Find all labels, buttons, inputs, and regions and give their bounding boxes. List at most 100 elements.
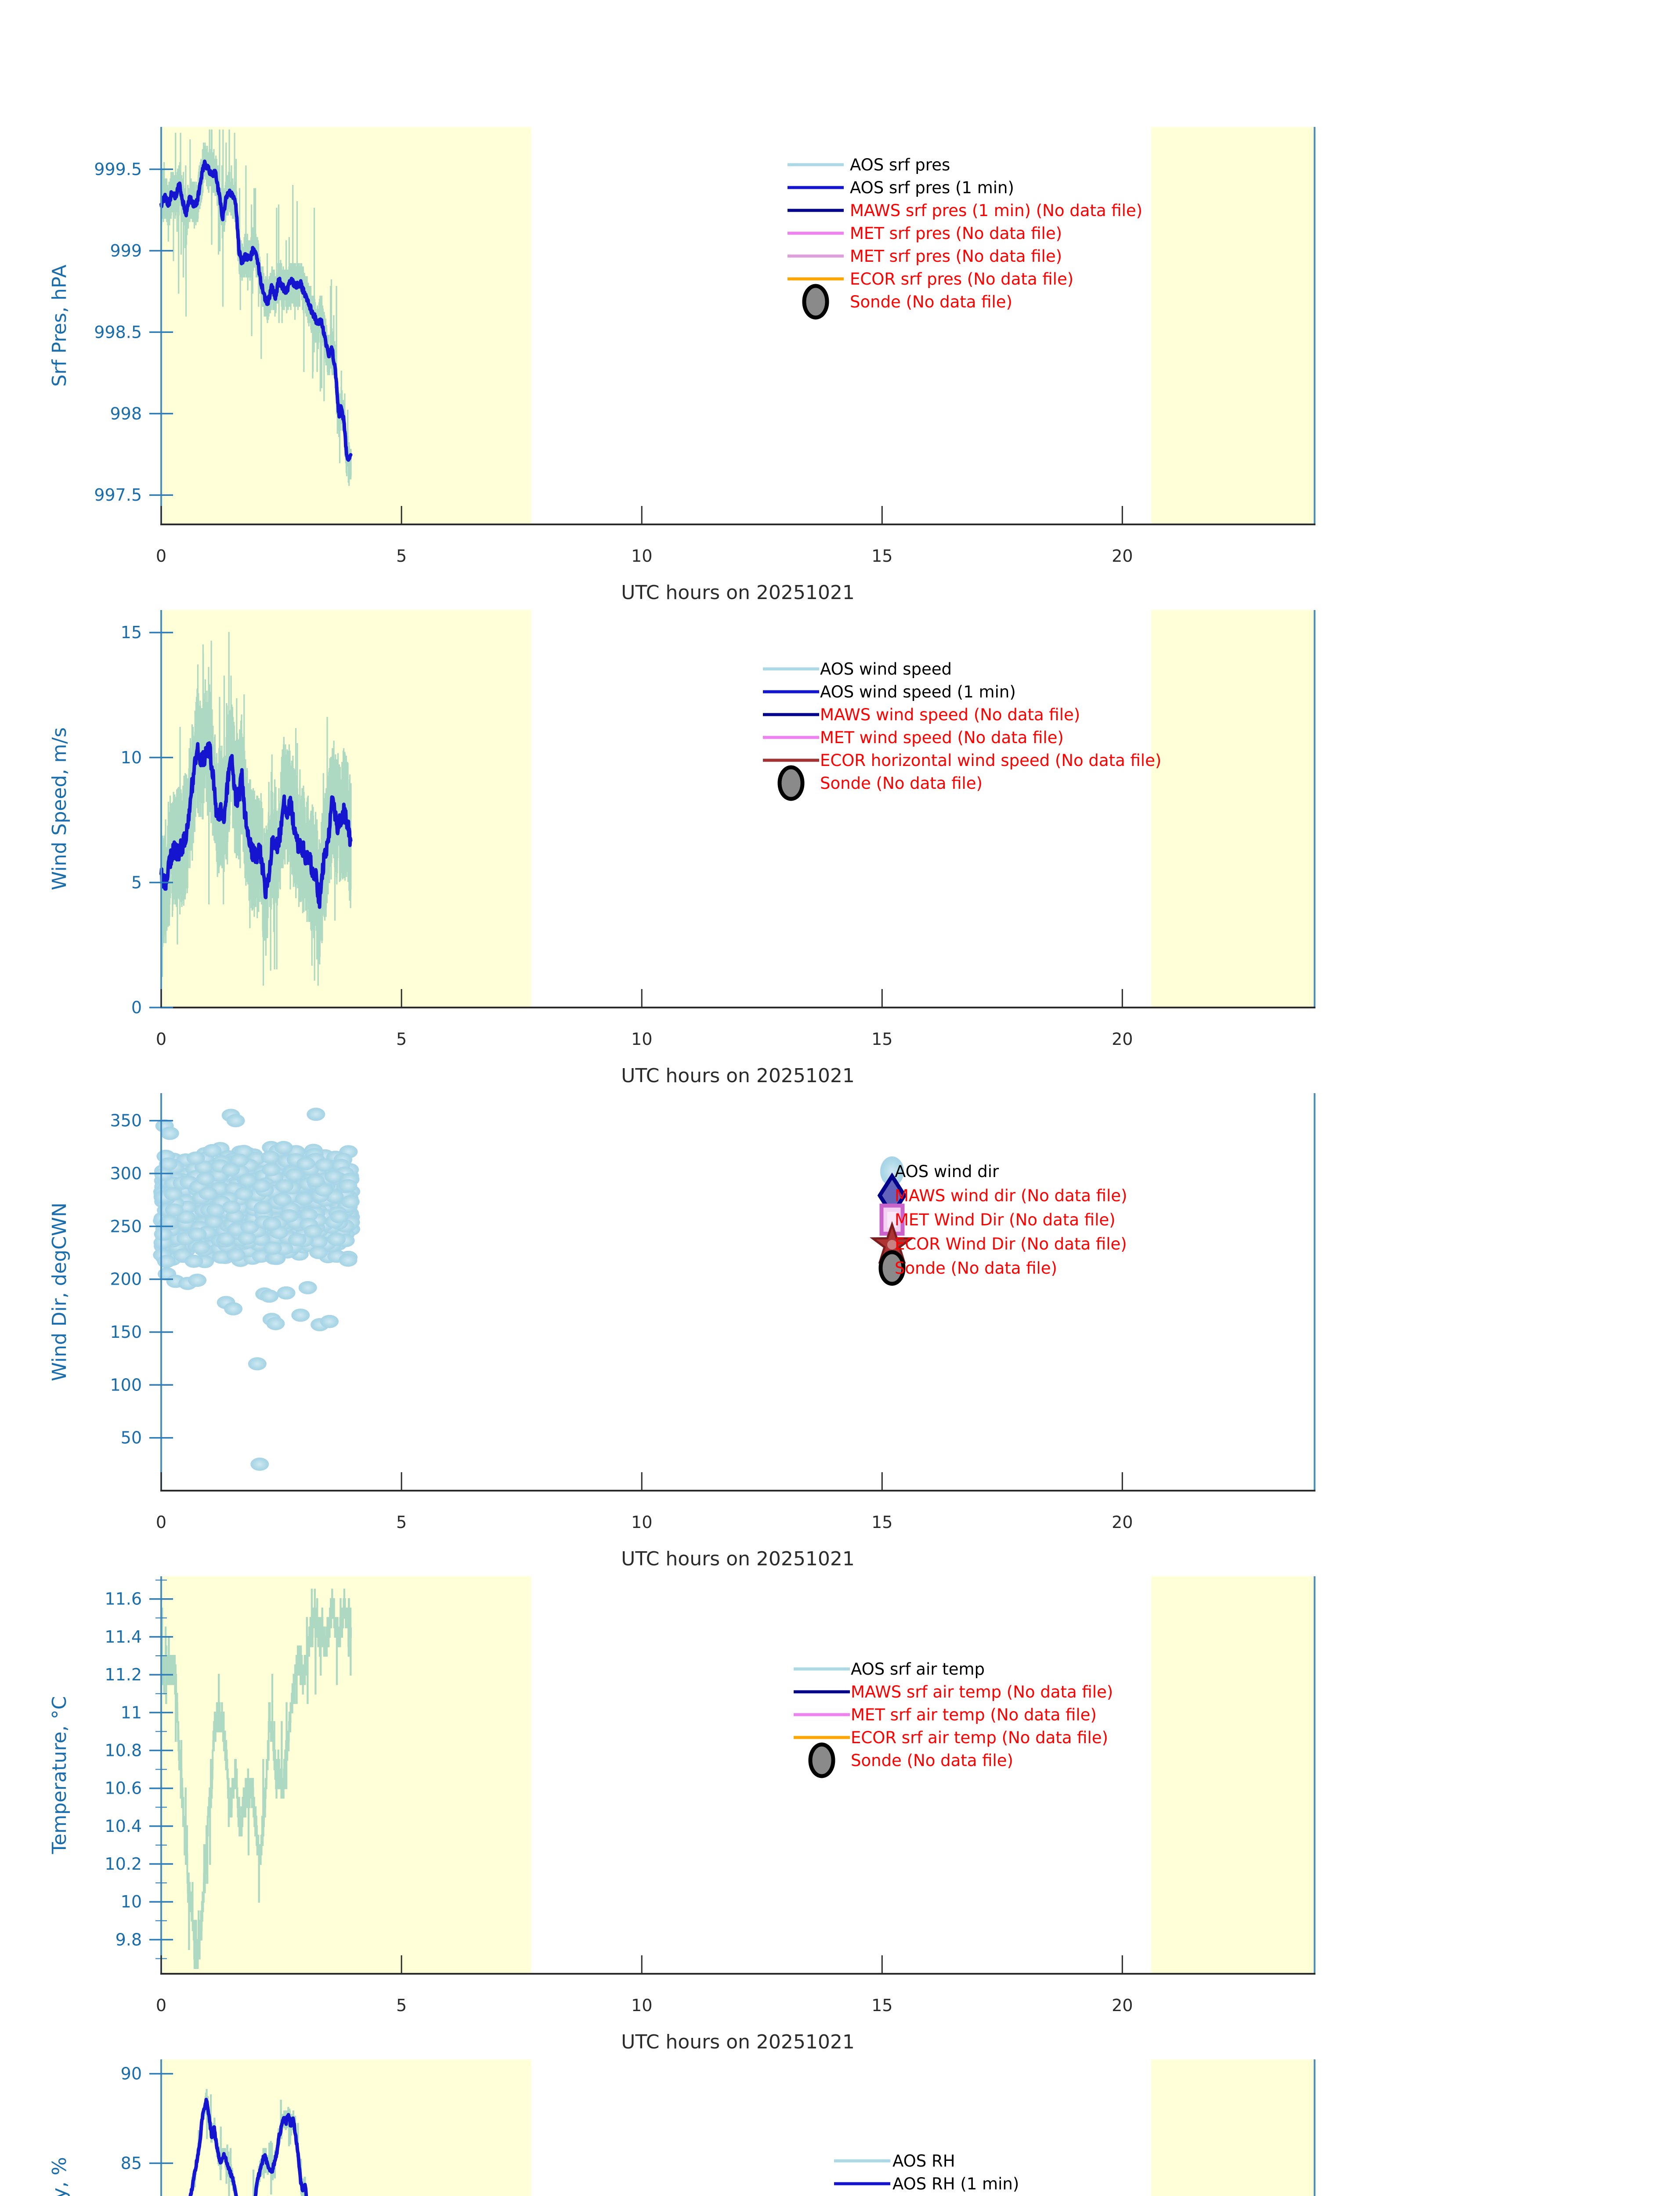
x-tick-label: 5	[396, 546, 407, 566]
legend-label: MET srf air temp (No data file)	[851, 1705, 1097, 1724]
scatter-point	[204, 1215, 223, 1228]
night-shading-band	[161, 1576, 531, 1974]
scatter-point	[186, 1151, 205, 1165]
legend-label: MAWS wind dir (No data file)	[895, 1186, 1127, 1205]
scatter-point	[154, 1168, 173, 1181]
y-tick-label: 997.5	[94, 485, 142, 505]
scatter-point	[230, 1153, 249, 1167]
night-shading-band	[1151, 127, 1315, 524]
legend-label: Sonde (No data file)	[895, 1259, 1057, 1278]
panel-relative-humidity: 707580859005101520Relative Humidity, %UT…	[0, 2051, 1680, 2196]
scatter-point	[212, 1250, 231, 1264]
night-shading-band	[161, 2059, 531, 2196]
scatter-point	[196, 1172, 215, 1185]
scatter-point	[330, 1210, 349, 1224]
series-avg-relative-humidity	[188, 2098, 308, 2196]
scatter-point	[159, 1157, 177, 1171]
legend-label: ECOR srf pres (No data file)	[850, 270, 1073, 289]
night-shading-band	[1151, 2059, 1315, 2196]
panel-temperature: 9.8 10 10.2 10.4 10.6 10.8 11 11.2 11.4 11.6 0 5 10 1…	[0, 1568, 1680, 2053]
y-tick-label: 300	[110, 1164, 142, 1183]
scatter-point	[226, 1114, 245, 1127]
scatter-point	[341, 1195, 360, 1209]
scatter-point	[339, 1253, 358, 1267]
scatter-point	[199, 1187, 217, 1200]
x-axis-label: UTC hours on 20251021	[621, 1548, 855, 1568]
x-axis-label: UTC hours on 20251021	[621, 1065, 855, 1084]
scatter-point	[224, 1302, 243, 1315]
scatter-point	[296, 1157, 315, 1170]
scatter-point	[165, 1203, 184, 1217]
y-tick-label: 11.4	[105, 1627, 142, 1647]
scatter-point	[307, 1108, 325, 1121]
x-tick-label: 15	[871, 546, 892, 566]
scatter-point	[188, 1274, 207, 1287]
x-axis-label: UTC hours on 20251021	[621, 582, 855, 601]
chart-temperature: 9.8 10 10.2 10.4 10.6 10.8 11 11.2 11.4 11.6 0 5 10 1…	[48, 1576, 1315, 2053]
legend-label: ECOR srf air temp (No data file)	[851, 1728, 1108, 1747]
scatter-point	[315, 1158, 334, 1172]
legend-label: AOS srf pres	[850, 155, 950, 174]
y-tick-label: 10	[121, 1892, 142, 1911]
y-tick-label: 10	[121, 748, 142, 767]
legend-label: AOS wind speed (1 min)	[820, 683, 1016, 701]
scatter-point	[252, 1179, 271, 1192]
x-tick-label: 15	[871, 1513, 892, 1532]
legend-label: MAWS srf air temp (No data file)	[851, 1683, 1113, 1701]
scatter-point	[222, 1200, 241, 1214]
y-tick-label: 90	[121, 2064, 142, 2084]
legend-label: AOS RH	[892, 2152, 955, 2171]
legend-label: ECOR horizontal wind speed (No data file…	[820, 751, 1161, 770]
x-tick-label: 0	[156, 1513, 166, 1532]
y-tick-label: 11.2	[105, 1665, 142, 1684]
x-tick-label: 10	[631, 1996, 652, 2015]
y-tick-label: 15	[121, 623, 142, 642]
x-tick-label: 20	[1112, 1029, 1133, 1049]
series-raw-temperature	[160, 1589, 352, 1969]
x-tick-label: 20	[1112, 1513, 1133, 1532]
sonde-marker-icon	[808, 1742, 835, 1778]
sonde-marker-icon	[802, 284, 829, 320]
chart-wind-speed: 0 5 10 15 0 5 10 15 20 Wind Speed, m/s UTC hours o…	[48, 610, 1315, 1087]
series-avg-srf-pres	[159, 159, 353, 462]
legend-label: MET Wind Dir (No data file)	[895, 1210, 1116, 1229]
scatter-point	[221, 1163, 240, 1177]
scatter-point	[262, 1163, 281, 1176]
scatter-point	[238, 1232, 256, 1245]
y-tick-label: 150	[110, 1322, 142, 1342]
scatter-point	[291, 1308, 310, 1322]
scatter-point	[309, 1246, 328, 1259]
scatter-point	[154, 1227, 173, 1241]
x-tick-label: 0	[156, 1029, 166, 1049]
x-tick-label: 20	[1112, 1996, 1133, 2015]
y-axis-label: Relative Humidity, %	[48, 2157, 71, 2196]
series-avg-wind-speed	[159, 741, 353, 909]
scatter-point	[275, 1179, 294, 1193]
scatter-point	[339, 1179, 358, 1192]
sonde-marker-icon	[878, 1250, 906, 1286]
y-axis-label: Wind Speed, m/s	[48, 727, 71, 890]
panel-surface-pressure: 997.5 998 998.5 999 999.5 0 5 10 15 20 Srf Pres, h…	[0, 118, 1680, 604]
scatter-point	[238, 1174, 257, 1187]
x-tick-label: 0	[156, 1996, 166, 2015]
scatter-point	[157, 1255, 176, 1268]
scatter-point	[324, 1170, 343, 1183]
y-tick-label: 50	[121, 1428, 142, 1448]
night-shading-band	[1151, 1576, 1315, 1974]
y-tick-label: 10.4	[105, 1817, 142, 1836]
scatter-point	[285, 1168, 304, 1182]
scatter-point	[261, 1150, 280, 1164]
y-tick-label: 100	[110, 1375, 142, 1394]
scatter-point	[160, 1215, 179, 1228]
y-axis-label: Srf Pres, hPA	[48, 264, 71, 386]
y-tick-label: 85	[121, 2153, 142, 2173]
legend-label: ECOR Wind Dir (No data file)	[895, 1235, 1127, 1253]
y-axis-label: Temperature, °C	[48, 1696, 71, 1854]
scatter-point	[288, 1233, 307, 1246]
y-tick-label: 11.6	[105, 1589, 142, 1609]
panel-wind-direction: 50 100 150 200 250 300 350 0 5 10 15 20 Wind Dir, de…	[0, 1084, 1680, 1570]
y-tick-label: 10.2	[105, 1854, 142, 1874]
scatter-point	[184, 1254, 203, 1268]
legend-label: AOS wind speed	[820, 660, 952, 679]
